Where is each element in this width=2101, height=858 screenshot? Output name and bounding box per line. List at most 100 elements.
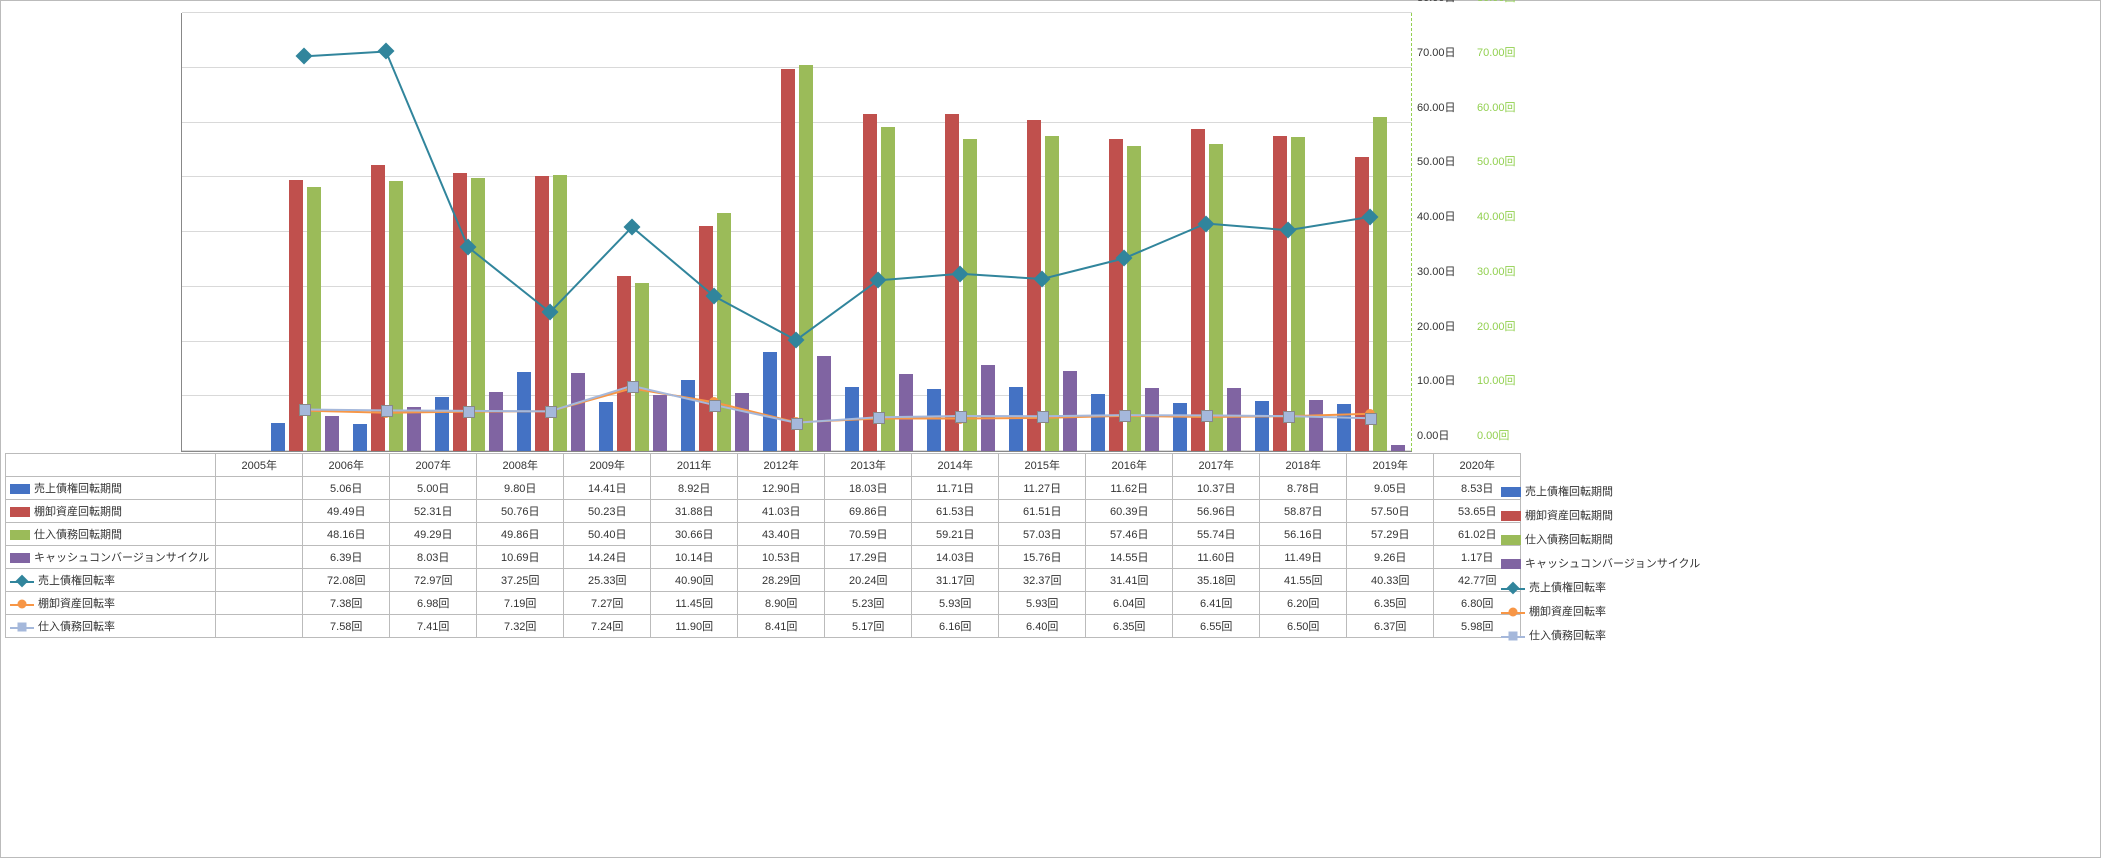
bar-s3 <box>1209 144 1223 451</box>
data-cell: 9.05日 <box>1347 477 1434 500</box>
bar-s3 <box>799 65 813 451</box>
bar-s4 <box>325 416 339 451</box>
legend-label: 棚卸資産回転期間 <box>1525 510 1613 522</box>
data-cell: 35.18回 <box>1173 569 1260 592</box>
bar-s1 <box>1091 394 1105 451</box>
bar-s3 <box>717 213 731 451</box>
data-cell: 49.49日 <box>303 500 390 523</box>
data-cell: 7.38回 <box>303 592 390 615</box>
legend-label: 仕入債務回転率 <box>1529 630 1606 642</box>
data-cell: 8.03日 <box>390 546 477 569</box>
data-cell: 5.23回 <box>825 592 912 615</box>
year-header: 2011年 <box>651 454 738 477</box>
axis-tick: 50.00日 <box>1417 153 1456 169</box>
data-cell: 60.39日 <box>1086 500 1173 523</box>
series-name: 売上債権回転期間 <box>34 483 122 495</box>
data-cell: 70.59日 <box>825 523 912 546</box>
data-cell: 14.41日 <box>564 477 651 500</box>
bar-s1 <box>599 402 613 451</box>
data-cell: 20.24回 <box>825 569 912 592</box>
data-cell <box>216 569 303 592</box>
data-cell: 5.17回 <box>825 615 912 638</box>
data-cell: 5.06日 <box>303 477 390 500</box>
data-cell: 72.97回 <box>390 569 477 592</box>
series-name: 棚卸資産回転期間 <box>34 506 122 518</box>
data-cell: 11.62日 <box>1086 477 1173 500</box>
y-axis-left: 0.00日10.00日20.00日30.00日40.00日50.00日60.00… <box>1417 13 1477 451</box>
marker-s7 <box>627 381 639 393</box>
series-name: 棚卸資産回転率 <box>38 598 115 610</box>
legend-label: 売上債権回転期間 <box>1525 486 1613 498</box>
data-cell: 6.98回 <box>390 592 477 615</box>
table-corner <box>6 454 216 477</box>
data-cell: 14.55日 <box>1086 546 1173 569</box>
data-cell: 61.51日 <box>999 500 1086 523</box>
marker-s7 <box>545 406 557 418</box>
year-header: 2020年 <box>1434 454 1521 477</box>
series-name-cell: 売上債権回転率 <box>6 569 216 592</box>
y-axis-right: 0.00回10.00回20.00回30.00回40.00回50.00回60.00… <box>1477 13 1537 451</box>
series-name-cell: 売上債権回転期間 <box>6 477 216 500</box>
bar-s4 <box>489 392 503 451</box>
data-cell: 6.37回 <box>1347 615 1434 638</box>
axis-tick: 20.00日 <box>1417 318 1456 334</box>
series-swatch <box>10 484 30 494</box>
data-cell: 7.41回 <box>390 615 477 638</box>
axis-tick: 80.00日 <box>1417 0 1456 5</box>
axis-tick: 40.00回 <box>1477 208 1516 224</box>
data-cell: 57.46日 <box>1086 523 1173 546</box>
year-header: 2012年 <box>738 454 825 477</box>
data-cell: 7.24回 <box>564 615 651 638</box>
bar-s4 <box>1063 371 1077 451</box>
marker-s7 <box>791 418 803 430</box>
legend-item: 売上債権回転率 <box>1501 577 1700 599</box>
series-name: 売上債権回転率 <box>38 575 115 587</box>
bar-s3 <box>881 127 895 451</box>
bar-s4 <box>653 395 667 451</box>
data-cell: 31.17回 <box>912 569 999 592</box>
year-header: 2017年 <box>1173 454 1260 477</box>
table-row: 棚卸資産回転期間49.49日52.31日50.76日50.23日31.88日41… <box>6 500 1521 523</box>
series-name-cell: 仕入債務回転期間 <box>6 523 216 546</box>
axis-tick: 30.00日 <box>1417 263 1456 279</box>
bar-s1 <box>681 380 695 451</box>
bar-s3 <box>1291 137 1305 451</box>
series-name-cell: キャッシュコンバージョンサイクル <box>6 546 216 569</box>
series-swatch <box>1501 583 1525 593</box>
marker-s7 <box>955 411 967 423</box>
table-row: 売上債権回転率72.08回72.97回37.25回25.33回40.90回28.… <box>6 569 1521 592</box>
data-cell: 7.19回 <box>477 592 564 615</box>
legend-item: 棚卸資産回転期間 <box>1501 505 1700 527</box>
marker-s7 <box>1037 411 1049 423</box>
bar-s4 <box>735 393 749 451</box>
bar-s2 <box>1191 129 1205 451</box>
data-cell: 5.00日 <box>390 477 477 500</box>
bar-s2 <box>1355 157 1369 451</box>
axis-tick: 20.00回 <box>1477 318 1516 334</box>
series-swatch <box>10 622 34 632</box>
data-cell: 8.41回 <box>738 615 825 638</box>
data-cell: 7.32回 <box>477 615 564 638</box>
bar-s1 <box>1173 403 1187 451</box>
bar-s2 <box>781 69 795 451</box>
data-cell: 6.40回 <box>999 615 1086 638</box>
data-cell: 11.45回 <box>651 592 738 615</box>
year-header: 2019年 <box>1347 454 1434 477</box>
bar-s3 <box>1373 117 1387 451</box>
data-cell: 49.86日 <box>477 523 564 546</box>
axis-tick: 70.00回 <box>1477 44 1516 60</box>
bar-s2 <box>1027 120 1041 451</box>
data-cell: 8.92日 <box>651 477 738 500</box>
data-cell: 43.40日 <box>738 523 825 546</box>
bar-s3 <box>1045 136 1059 451</box>
table-header-row: 2005年2006年2007年2008年2009年2011年2012年2013年… <box>6 454 1521 477</box>
data-cell: 14.03日 <box>912 546 999 569</box>
data-cell: 49.29日 <box>390 523 477 546</box>
axis-tick: 60.00日 <box>1417 99 1456 115</box>
series-swatch <box>1501 487 1521 497</box>
axis-tick: 0.00回 <box>1477 427 1509 443</box>
data-cell: 11.27日 <box>999 477 1086 500</box>
legend-item: キャッシュコンバージョンサイクル <box>1501 553 1700 575</box>
series-swatch <box>1501 607 1525 617</box>
data-cell: 31.41回 <box>1086 569 1173 592</box>
